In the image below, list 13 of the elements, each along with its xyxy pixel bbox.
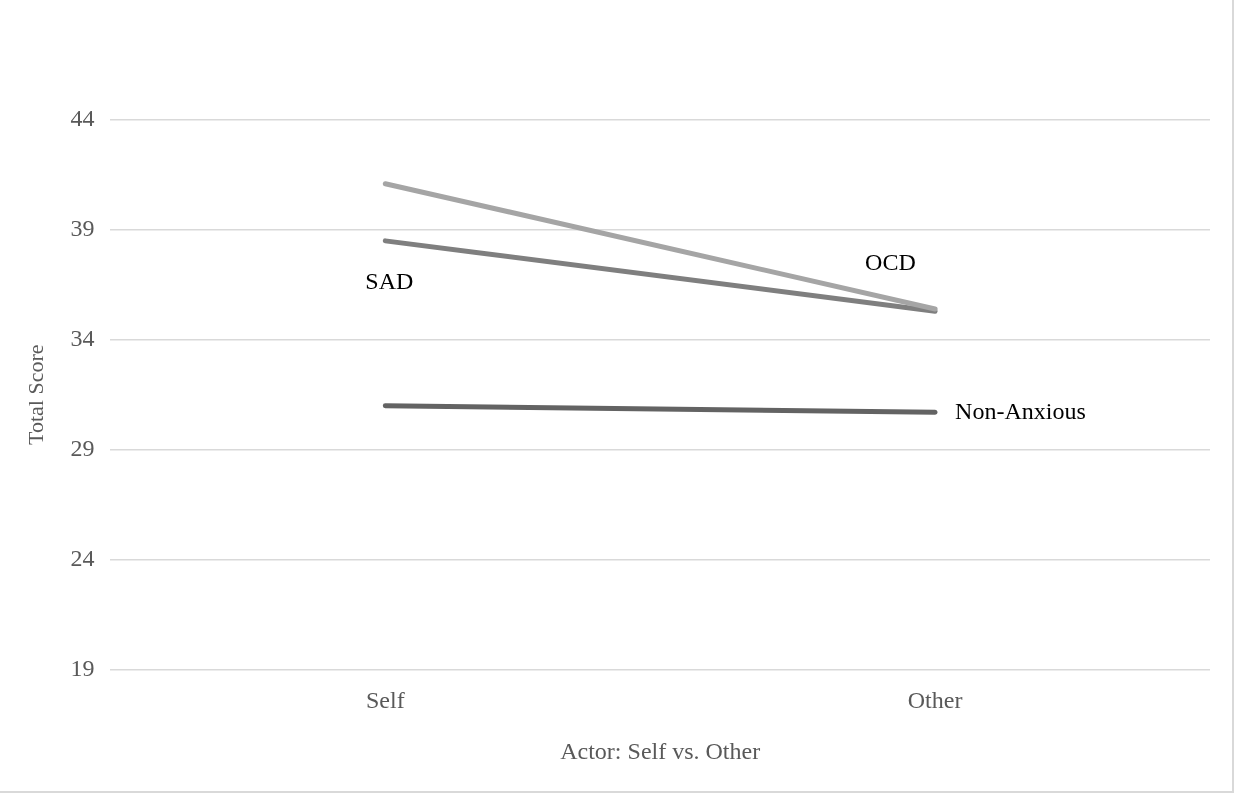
y-tick-label: 19: [70, 654, 95, 681]
series-label: Non-Anxious: [955, 397, 1086, 424]
y-axis-title: Total Score: [22, 344, 48, 445]
x-tick-label: Self: [365, 687, 405, 714]
y-tick-label: 24: [70, 544, 95, 571]
y-tick-label: 29: [70, 434, 95, 461]
y-tick-label: 39: [70, 215, 95, 242]
x-axis-title: Actor: Self vs. Other: [560, 737, 761, 764]
series-label: SAD: [365, 268, 414, 295]
series-label: OCD: [865, 249, 916, 276]
y-tick-label: 44: [70, 105, 95, 132]
y-tick-label: 34: [70, 325, 95, 352]
x-tick-label: Other: [907, 687, 963, 714]
